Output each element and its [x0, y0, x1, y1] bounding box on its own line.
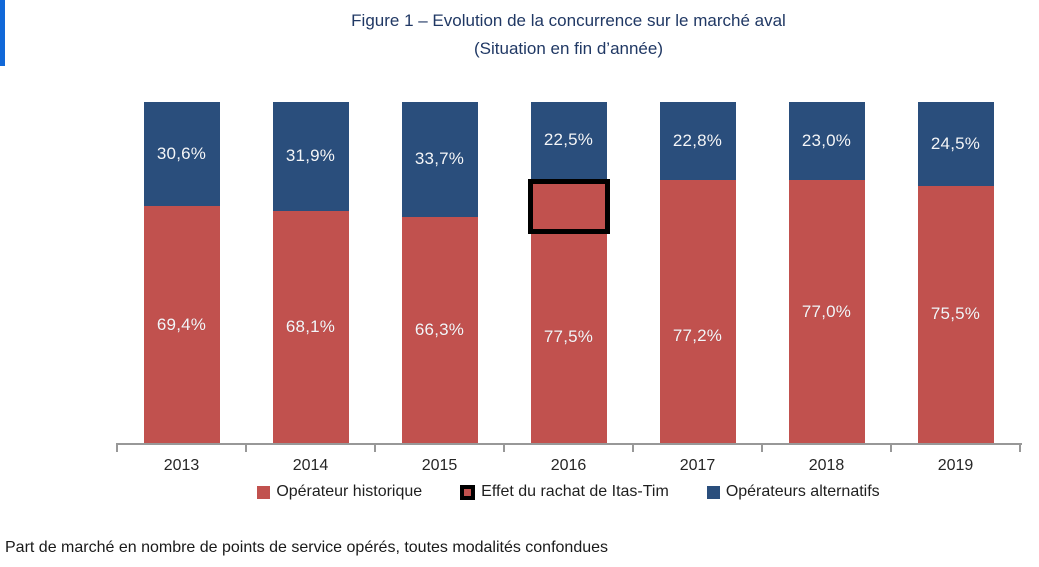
segment-value-label: 75,5% — [930, 304, 981, 324]
segment-operateur-historique: 69,4% — [143, 206, 220, 443]
segment-value-label: 77,0% — [801, 301, 852, 321]
segment-operateur-historique: 77,5% — [530, 178, 607, 443]
x-axis-tick — [503, 444, 505, 452]
segment-operateurs-alternatifs: 33,7% — [401, 102, 478, 217]
segment-operateurs-alternatifs: 24,5% — [917, 102, 994, 186]
figure-title-line2: (Situation en fin d’année) — [473, 39, 664, 58]
left-accent-bar — [0, 0, 5, 66]
segment-operateurs-alternatifs: 22,8% — [659, 102, 736, 180]
legend-item-operateurs-alternatifs: Opérateurs alternatifs — [706, 483, 880, 501]
figure-title: Figure 1 – Evolution de la concurrence s… — [117, 7, 1020, 63]
x-axis-label-2014: 2014 — [292, 457, 329, 474]
legend-label: Opérateurs alternatifs — [725, 483, 880, 500]
x-axis-tick — [374, 444, 376, 452]
x-axis-tick — [890, 444, 892, 452]
segment-value-label: 77,5% — [543, 326, 594, 346]
x-axis-tick — [761, 444, 763, 452]
x-axis-tick — [632, 444, 634, 452]
legend-label: Opérateur historique — [276, 483, 423, 500]
segment-operateur-historique: 66,3% — [401, 216, 478, 443]
stacked-bar-chart: 30,6% 69,4% 31,9% 68,1% 33,7% 66,3% 22,5% 77,5%… — [116, 102, 1022, 452]
segment-value-label: 23,0% — [801, 131, 852, 151]
x-axis-label-2018: 2018 — [808, 457, 845, 474]
segment-operateurs-alternatifs: 23,0% — [788, 102, 865, 181]
x-axis-label-2017: 2017 — [679, 457, 716, 474]
bar-group-2019: 24,5% 75,5% — [917, 102, 994, 443]
segment-value-label: 77,2% — [672, 326, 723, 346]
bar-group-2016: 22,5% 77,5% — [530, 102, 607, 443]
x-axis-tick — [116, 444, 118, 452]
x-axis-labels: 2013 2014 2015 2016 2017 2018 2019 — [117, 457, 1020, 475]
bar-group-2015: 33,7% 66,3% — [401, 102, 478, 443]
figure-title-line1: Figure 1 – Evolution de la concurrence s… — [351, 11, 786, 30]
legend-item-operateur-historique: Opérateur historique — [257, 483, 422, 501]
segment-value-label: 33,7% — [414, 149, 465, 169]
x-axis-label-2019: 2019 — [937, 457, 974, 474]
segment-operateurs-alternatifs: 22,5% — [530, 102, 607, 179]
chart-legend: Opérateur historique Effet du rachat de … — [117, 483, 1020, 501]
bar-group-2018: 23,0% 77,0% — [788, 102, 865, 443]
blue-square-icon — [706, 485, 720, 499]
x-axis-label-2015: 2015 — [421, 457, 458, 474]
figure-caption: Part de marché en nombre de points de se… — [5, 539, 609, 556]
segment-operateur-historique: 68,1% — [272, 210, 349, 443]
bar-group-2017: 22,8% 77,2% — [659, 102, 736, 443]
segment-value-label: 69,4% — [156, 314, 207, 334]
segment-operateur-historique: 77,2% — [659, 179, 736, 443]
x-axis-tick — [1019, 444, 1021, 452]
segment-value-label: 66,3% — [414, 319, 465, 339]
x-axis-tick — [245, 444, 247, 452]
legend-label: Effet du rachat de Itas-Tim — [481, 483, 669, 500]
segment-operateur-historique: 75,5% — [917, 185, 994, 443]
bar-group-2013: 30,6% 69,4% — [143, 102, 220, 443]
bar-group-2014: 31,9% 68,1% — [272, 102, 349, 443]
segment-operateur-historique: 77,0% — [788, 180, 865, 443]
x-axis-line — [116, 443, 1022, 445]
segment-value-label: 22,8% — [672, 130, 723, 150]
red-square-icon — [257, 485, 271, 499]
x-axis-label-2016: 2016 — [550, 457, 587, 474]
segment-operateurs-alternatifs: 31,9% — [272, 102, 349, 211]
segment-value-label: 24,5% — [930, 133, 981, 153]
x-axis-label-2013: 2013 — [163, 457, 200, 474]
legend-item-effet-rachat-itas-tim: Effet du rachat de Itas-Tim — [460, 483, 669, 501]
segment-value-label: 22,5% — [543, 130, 594, 150]
segment-operateurs-alternatifs: 30,6% — [143, 102, 220, 207]
segment-value-label: 68,1% — [285, 316, 336, 336]
itas-tim-effect-highlight-rectangle — [527, 178, 610, 234]
black-outlined-red-square-icon — [460, 484, 476, 500]
segment-value-label: 31,9% — [285, 146, 336, 166]
segment-value-label: 30,6% — [156, 144, 207, 164]
